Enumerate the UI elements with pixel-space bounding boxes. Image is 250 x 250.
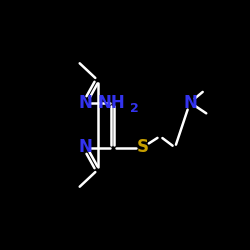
Text: NH: NH xyxy=(97,94,125,112)
Text: 2: 2 xyxy=(130,102,139,115)
Text: N: N xyxy=(78,94,92,112)
Text: S: S xyxy=(136,138,148,156)
Text: N: N xyxy=(78,138,92,156)
Text: N: N xyxy=(183,94,197,112)
